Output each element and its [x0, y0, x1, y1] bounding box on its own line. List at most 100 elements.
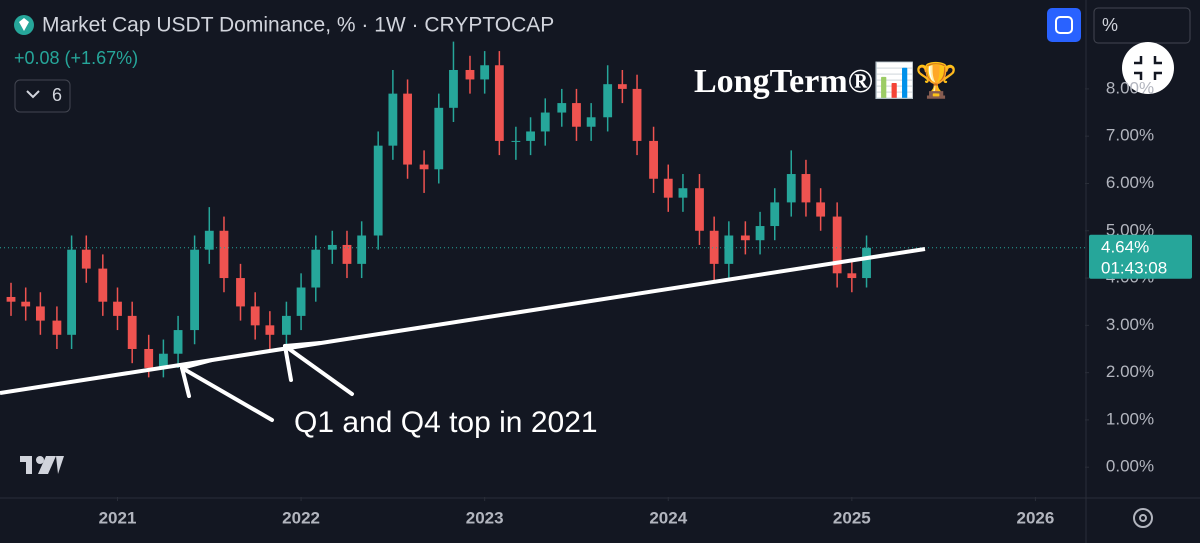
- candle-body: [816, 202, 826, 217]
- candle-body: [98, 268, 108, 302]
- candle-body: [449, 69, 458, 108]
- candle: [832, 202, 842, 288]
- candle: [204, 207, 214, 264]
- candle: [801, 159, 811, 217]
- candle: [494, 51, 504, 156]
- candle-body: [465, 69, 475, 80]
- candle: [265, 311, 275, 349]
- candle: [98, 254, 108, 316]
- candle-body: [557, 103, 567, 113]
- candle: [847, 259, 857, 293]
- last-price-badge: [1089, 234, 1192, 279]
- candle-body: [617, 84, 627, 89]
- candle-body: [158, 353, 168, 368]
- x-tick-label: 2024: [649, 508, 687, 527]
- candle: [449, 41, 458, 123]
- candle-body: [296, 287, 306, 316]
- candle-body: [832, 216, 842, 274]
- candle: [862, 235, 871, 288]
- candle: [649, 126, 658, 193]
- candle-body: [632, 88, 642, 141]
- candle: [6, 282, 16, 316]
- candle-body: [388, 93, 398, 146]
- candle: [173, 315, 183, 368]
- candle: [296, 273, 306, 331]
- candle-body: [862, 247, 871, 279]
- indicator-count: 6: [52, 85, 62, 105]
- candle-body: [419, 164, 429, 170]
- candle: [311, 235, 321, 302]
- candle: [219, 216, 229, 293]
- x-tick-label: 2026: [1017, 508, 1055, 527]
- watermark: LongTerm®📊🏆: [694, 61, 958, 100]
- candle-body: [113, 301, 122, 316]
- candle: [52, 306, 62, 349]
- candle: [724, 221, 734, 279]
- candle: [67, 235, 77, 349]
- candle: [434, 93, 444, 184]
- y-tick-label: 8.00%: [1106, 78, 1154, 97]
- candle-body: [755, 226, 765, 241]
- candle-body: [540, 112, 550, 132]
- candle-body: [311, 249, 321, 288]
- fullscreen-icon: [1134, 56, 1162, 80]
- settings-icon[interactable]: [1133, 508, 1153, 528]
- candle: [816, 188, 826, 231]
- candle-body: [81, 249, 91, 269]
- change-label: +0.08 (+1.67%): [14, 48, 138, 68]
- annotation: Q1 and Q4 top in 2021: [294, 406, 598, 439]
- candle-body: [678, 188, 688, 198]
- candle: [480, 51, 490, 94]
- candle-body: [190, 249, 200, 331]
- candle-body: [173, 330, 183, 354]
- candle-body: [649, 140, 658, 179]
- candle-body: [357, 235, 367, 264]
- y-tick-label: 5.00%: [1106, 220, 1154, 239]
- candle-body: [847, 273, 857, 279]
- candle: [190, 235, 200, 345]
- candle: [632, 74, 642, 156]
- fullscreen-button[interactable]: [1122, 42, 1174, 94]
- candle-body: [144, 348, 154, 368]
- candle: [236, 263, 245, 321]
- candle-body: [480, 65, 490, 80]
- countdown-label: 01:43:08: [1101, 258, 1167, 277]
- trend-line: [0, 247, 926, 395]
- candle: [770, 188, 780, 241]
- candle-body: [250, 306, 260, 326]
- y-tick-label: 7.00%: [1106, 126, 1154, 145]
- candle: [357, 221, 367, 279]
- candle-body: [219, 230, 229, 279]
- x-tick-label: 2023: [466, 508, 504, 527]
- y-tick-label: 6.00%: [1106, 173, 1154, 192]
- last-price-label: 4.64%: [1101, 237, 1149, 256]
- symbol-title: Market Cap USDT Dominance, % · 1W · CRYP…: [42, 14, 554, 37]
- candle-body: [740, 235, 750, 241]
- candle-body: [6, 296, 16, 302]
- candle-body: [265, 325, 275, 335]
- candle-body: [52, 320, 62, 335]
- arrow: [180, 366, 191, 398]
- indicators-toggle[interactable]: [14, 79, 71, 113]
- candle-body: [21, 301, 31, 307]
- candle: [250, 292, 260, 340]
- arrow: [283, 344, 354, 396]
- symbol-logo-icon: [19, 18, 29, 31]
- candle: [526, 117, 535, 156]
- layout-icon: [1055, 16, 1073, 34]
- candle: [127, 301, 137, 364]
- candle-body: [204, 230, 214, 250]
- y-tick-label: 3.00%: [1106, 315, 1154, 334]
- candle: [81, 235, 91, 283]
- x-tick-label: 2021: [99, 508, 137, 527]
- layout-button[interactable]: [1047, 8, 1081, 42]
- candle-body: [770, 202, 780, 227]
- candle: [419, 150, 429, 193]
- candle-body: [586, 117, 596, 127]
- candle: [158, 339, 168, 378]
- candle: [709, 216, 719, 283]
- candle-body: [801, 174, 811, 203]
- settings-icon-center: [1139, 514, 1147, 522]
- candle: [511, 126, 521, 160]
- candle: [740, 221, 750, 255]
